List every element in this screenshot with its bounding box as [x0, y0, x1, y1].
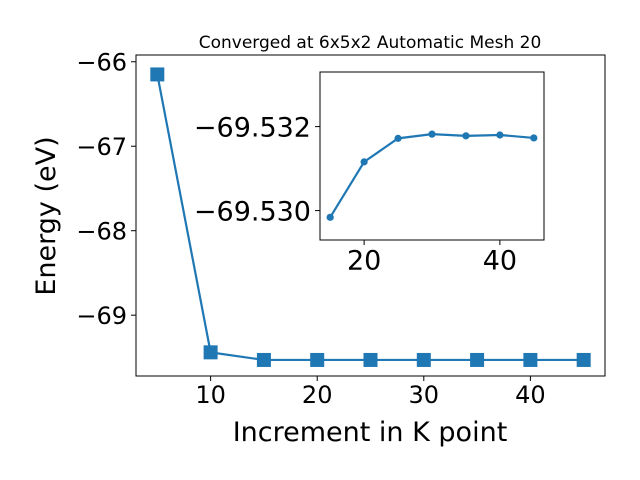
- inset-data-point: [530, 134, 538, 142]
- inset-y-tick-label: −69.532: [194, 112, 311, 143]
- main-x-tick-label: 20: [302, 381, 333, 409]
- main-data-point: [523, 352, 538, 367]
- inset-x-tick-label: 20: [347, 246, 381, 277]
- main-data-point: [256, 352, 271, 367]
- main-y-tick-label: −66: [76, 48, 127, 76]
- main-x-tick-label: 10: [195, 381, 226, 409]
- inset-data-point: [394, 134, 402, 142]
- main-plot: [150, 67, 591, 367]
- inset-axes: 20 40 −69.532 −69.530: [194, 112, 517, 276]
- main-data-point: [576, 352, 591, 367]
- chart-title: Converged at 6x5x2 Automatic Mesh 20: [199, 33, 542, 53]
- main-data-point: [416, 352, 431, 367]
- main-data-point: [470, 352, 485, 367]
- main-data-point: [363, 352, 378, 367]
- inset-data-point: [496, 131, 504, 139]
- main-y-tick-label: −68: [76, 217, 127, 245]
- main-data-point: [150, 67, 165, 82]
- inset-y-tick-label: −69.530: [194, 196, 311, 227]
- inset-data-point: [360, 158, 368, 166]
- main-x-tick-label: 30: [409, 381, 440, 409]
- inset-data-point: [462, 132, 470, 140]
- main-data-point: [203, 345, 218, 360]
- main-y-tick-label: −67: [76, 133, 127, 161]
- inset-data-point: [326, 213, 334, 221]
- main-x-tick-label: 40: [515, 381, 546, 409]
- main-axes: 10 20 30 40 −69 −68 −67 −66: [76, 48, 545, 409]
- inset-x-tick-label: 40: [483, 246, 517, 277]
- inset-data-point: [428, 130, 436, 138]
- y-axis-label: Energy (eV): [31, 136, 62, 295]
- inset-plot: [326, 130, 538, 221]
- x-axis-label: Increment in K point: [233, 417, 508, 448]
- main-y-tick-label: −69: [76, 302, 127, 330]
- inset-axes-frame: [319, 71, 545, 241]
- main-data-point: [310, 352, 325, 367]
